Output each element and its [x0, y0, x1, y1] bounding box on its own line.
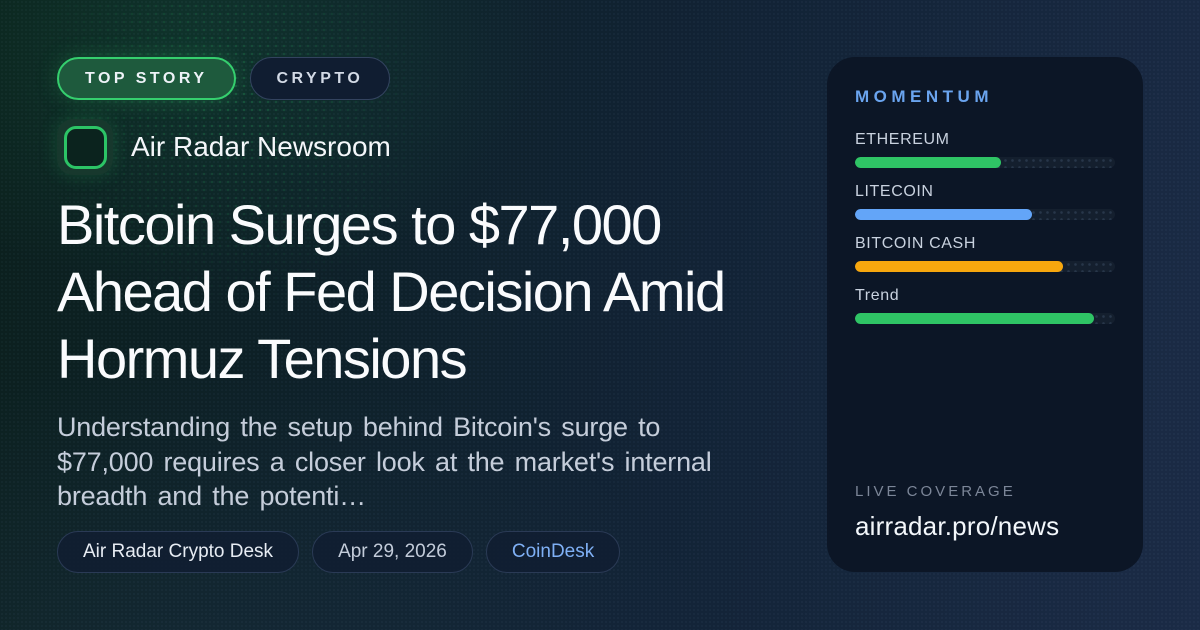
main-content: TOP STORY CRYPTO Air Radar Newsroom Bitc… — [57, 57, 787, 514]
top-story-badge: TOP STORY — [57, 57, 236, 100]
bar-label-trend: Trend — [855, 287, 900, 304]
summary-text: Understanding the setup behind Bitcoin's… — [57, 412, 712, 511]
bar-track — [855, 209, 1115, 220]
momentum-bar-row: ETHEREUM — [855, 131, 1115, 168]
momentum-bar-row: LITECOIN — [855, 183, 1115, 220]
bar-label-litecoin: LITECOIN — [855, 183, 934, 200]
date-pill: Apr 29, 2026 — [312, 531, 473, 573]
brand-row: Air Radar Newsroom — [57, 119, 787, 175]
brand-logo-glow — [57, 119, 113, 175]
site-url-link[interactable]: airradar.pro/news — [855, 511, 1060, 541]
bar-track — [855, 261, 1115, 272]
meta-row: Air Radar Crypto Desk Apr 29, 2026 CoinD… — [57, 531, 621, 573]
momentum-bar-row: BITCOIN CASH — [855, 235, 1115, 272]
panel-footer: LIVE COVERAGE airradar.pro/news — [855, 483, 1059, 542]
bar-label-bitcoin-cash: BITCOIN CASH — [855, 235, 976, 252]
headline: Bitcoin Surges to $77,000 Ahead of Fed D… — [57, 193, 726, 390]
momentum-bar-row: Trend — [855, 287, 1115, 324]
live-coverage-label: LIVE COVERAGE — [855, 483, 1016, 500]
author-pill: Air Radar Crypto Desk — [57, 531, 300, 573]
bar-track — [855, 313, 1115, 324]
category-badge: CRYPTO — [249, 57, 391, 100]
rounded-square-logo-icon — [63, 125, 107, 169]
brand-name: Air Radar Newsroom — [131, 131, 391, 162]
bar-fill-trend — [855, 313, 1095, 324]
momentum-panel: MOMENTUM ETHEREUM LITECOIN BITCOIN CASH … — [827, 57, 1143, 572]
bar-fill-bitcoin-cash — [855, 261, 1063, 272]
source-link-pill[interactable]: CoinDesk — [485, 531, 621, 573]
bar-label-ethereum: ETHEREUM — [855, 131, 950, 148]
bar-track — [855, 157, 1115, 168]
bar-fill-litecoin — [855, 209, 1032, 220]
bar-fill-ethereum — [855, 157, 1001, 168]
badge-row: TOP STORY CRYPTO — [57, 57, 787, 100]
momentum-title: MOMENTUM — [855, 87, 993, 106]
